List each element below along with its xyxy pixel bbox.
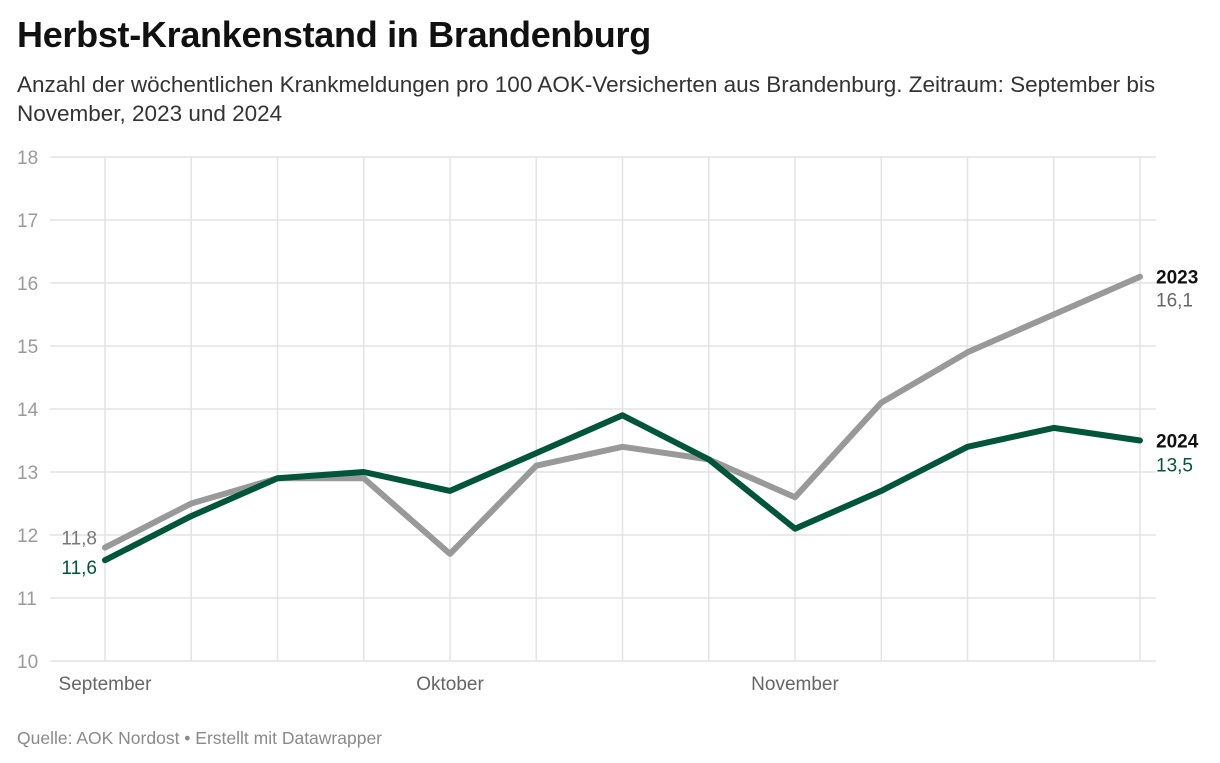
y-tick-label: 18	[17, 148, 38, 169]
series-name-label-2023: 2023	[1156, 268, 1198, 289]
y-tick-label: 17	[17, 211, 38, 232]
series-line-2024	[102, 412, 1143, 564]
series-name-label-2024: 2024	[1156, 432, 1199, 453]
y-tick-label: 10	[17, 652, 38, 673]
axes: 10 11 12 13 14 15 16 17 18 September Oktober Novemb…	[17, 148, 839, 695]
start-value-label-2024: 11,6	[61, 558, 97, 579]
source-note: Quelle: AOK Nordost • Erstellt mit Dataw…	[17, 728, 383, 748]
chart-subtitle: Anzahl der wöchentlichen Krankmeldungen …	[17, 72, 1156, 126]
x-tick-label: September	[59, 674, 153, 695]
grid	[50, 156, 1156, 662]
start-value-label-2023: 11,8	[61, 529, 97, 550]
end-value-label-2023: 16,1	[1156, 291, 1193, 312]
y-tick-label: 16	[17, 274, 38, 295]
end-value-label-2024: 13,5	[1156, 456, 1193, 477]
x-tick-label: Oktober	[416, 674, 484, 695]
chart-title: Herbst-Krankenstand in Brandenburg	[17, 14, 651, 55]
y-tick-label: 14	[17, 400, 39, 421]
y-tick-label: 15	[17, 337, 38, 358]
line-chart: 10 11 12 13 14 15 16 17 18 September Oktober Novemb…	[17, 148, 1199, 695]
x-tick-label: November	[751, 674, 839, 695]
series-lines	[102, 273, 1143, 564]
y-tick-label: 12	[17, 526, 38, 547]
y-tick-label: 13	[17, 463, 38, 484]
y-tick-label: 11	[17, 589, 37, 610]
